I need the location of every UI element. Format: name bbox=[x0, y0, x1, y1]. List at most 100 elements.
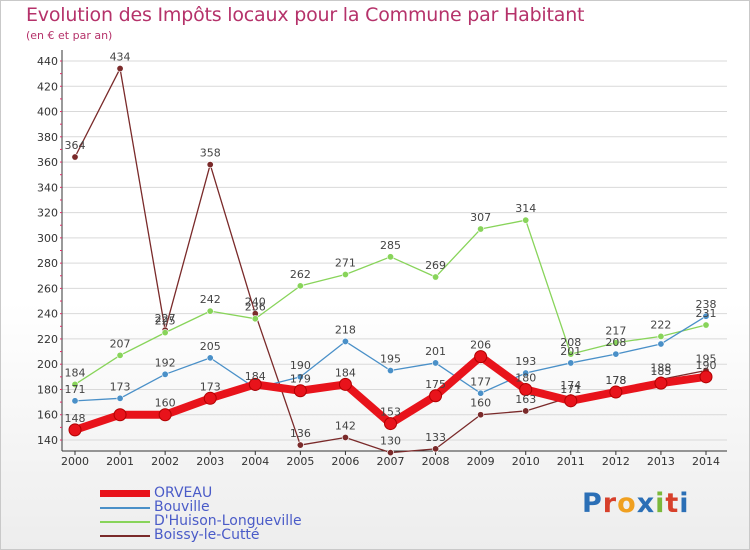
x-tick-label: 2004 bbox=[241, 455, 269, 468]
legend-item-dhuison: D'Huison-Longueville bbox=[100, 513, 400, 529]
data-point-orveau bbox=[699, 370, 713, 384]
data-point bbox=[477, 411, 485, 419]
data-point-orveau bbox=[158, 408, 172, 422]
y-tick-label: 300 bbox=[37, 232, 58, 245]
data-label: 434 bbox=[110, 51, 131, 64]
y-tick-label: 400 bbox=[37, 106, 58, 119]
legend-label-orveau: ORVEAU bbox=[154, 485, 213, 501]
y-tick-label: 180 bbox=[37, 383, 58, 396]
data-point bbox=[206, 354, 214, 362]
data-point bbox=[71, 397, 79, 405]
data-point bbox=[386, 253, 394, 261]
data-point bbox=[702, 312, 710, 320]
data-label: 193 bbox=[515, 355, 536, 368]
logo-letter: P bbox=[582, 488, 603, 519]
data-label: 238 bbox=[696, 298, 717, 311]
data-label: 271 bbox=[335, 257, 356, 270]
data-point bbox=[161, 329, 169, 337]
proxiti-logo: Proxiti bbox=[582, 488, 690, 519]
data-label: 364 bbox=[65, 139, 86, 152]
data-point-orveau bbox=[248, 377, 262, 391]
legend-swatch-boissy bbox=[100, 535, 150, 537]
data-point bbox=[296, 441, 304, 449]
data-label: 188 bbox=[650, 361, 671, 374]
data-label: 173 bbox=[200, 380, 221, 393]
data-label: 175 bbox=[425, 378, 446, 391]
data-point bbox=[522, 407, 530, 415]
data-point bbox=[612, 339, 620, 347]
data-label: 190 bbox=[696, 359, 717, 372]
data-label: 192 bbox=[155, 356, 176, 369]
data-label: 178 bbox=[605, 374, 626, 387]
y-tick-label: 340 bbox=[37, 181, 58, 194]
chart-legend: ORVEAU Bouville D'Huison-Longueville Boi… bbox=[100, 485, 400, 543]
data-point bbox=[702, 321, 710, 329]
data-label: 180 bbox=[515, 371, 536, 384]
data-point bbox=[567, 350, 575, 358]
data-label: 225 bbox=[155, 315, 176, 328]
data-label: 208 bbox=[560, 336, 581, 349]
data-label: 218 bbox=[335, 323, 356, 336]
x-tick-label: 2010 bbox=[512, 455, 540, 468]
data-label: 358 bbox=[200, 147, 221, 160]
data-label: 222 bbox=[650, 318, 671, 331]
x-tick-label: 2008 bbox=[422, 455, 450, 468]
legend-swatch-orveau bbox=[100, 490, 150, 497]
y-tick-label: 280 bbox=[37, 257, 58, 270]
legend-swatch-dhuison bbox=[100, 521, 150, 523]
data-label: 160 bbox=[155, 397, 176, 410]
data-point bbox=[116, 65, 124, 73]
y-tick-label: 380 bbox=[37, 131, 58, 144]
y-tick-label: 420 bbox=[37, 80, 58, 93]
data-point-orveau bbox=[293, 384, 307, 398]
x-tick-label: 2006 bbox=[331, 455, 359, 468]
data-label: 236 bbox=[245, 301, 266, 314]
data-point-orveau bbox=[338, 377, 352, 391]
x-tick-label: 2000 bbox=[61, 455, 89, 468]
data-label: 231 bbox=[696, 307, 717, 320]
data-point-orveau bbox=[113, 408, 127, 422]
data-point bbox=[386, 367, 394, 375]
data-label: 184 bbox=[245, 370, 266, 383]
data-label: 171 bbox=[560, 383, 581, 396]
data-label: 184 bbox=[335, 366, 356, 379]
data-label: 142 bbox=[335, 419, 356, 432]
data-point bbox=[612, 350, 620, 358]
legend-label-boissy: Boissy-le-Cutté bbox=[154, 527, 260, 543]
data-label: 262 bbox=[290, 268, 311, 281]
data-label: 177 bbox=[470, 375, 491, 388]
data-point bbox=[161, 370, 169, 378]
x-tick-label: 2013 bbox=[647, 455, 675, 468]
data-label: 314 bbox=[515, 202, 536, 215]
legend-swatch-bouville bbox=[100, 507, 150, 509]
data-label: 148 bbox=[65, 412, 86, 425]
data-point bbox=[296, 282, 304, 290]
data-label: 205 bbox=[200, 340, 221, 353]
data-point bbox=[206, 307, 214, 315]
y-tick-label: 260 bbox=[37, 282, 58, 295]
x-tick-label: 2007 bbox=[377, 455, 405, 468]
x-tick-label: 2009 bbox=[467, 455, 495, 468]
data-point bbox=[522, 369, 530, 377]
logo-letter: x bbox=[636, 488, 656, 519]
data-point-orveau bbox=[654, 376, 668, 390]
data-label: 185 bbox=[650, 365, 671, 378]
data-point-orveau bbox=[384, 417, 397, 431]
data-point bbox=[71, 380, 79, 388]
data-point bbox=[432, 359, 440, 367]
data-point bbox=[567, 359, 575, 367]
y-tick-label: 360 bbox=[37, 156, 58, 169]
data-point-orveau bbox=[68, 423, 82, 437]
x-tick-label: 2001 bbox=[106, 455, 134, 468]
data-label: 207 bbox=[110, 337, 131, 350]
data-point bbox=[432, 445, 440, 453]
y-tick-label: 160 bbox=[37, 409, 58, 422]
data-point-orveau bbox=[519, 382, 533, 396]
data-label: 242 bbox=[200, 293, 221, 306]
data-point bbox=[657, 340, 665, 348]
data-point bbox=[341, 271, 349, 279]
logo-letter: i bbox=[655, 488, 666, 519]
data-point-orveau bbox=[474, 350, 488, 364]
legend-label-bouville: Bouville bbox=[154, 499, 210, 515]
